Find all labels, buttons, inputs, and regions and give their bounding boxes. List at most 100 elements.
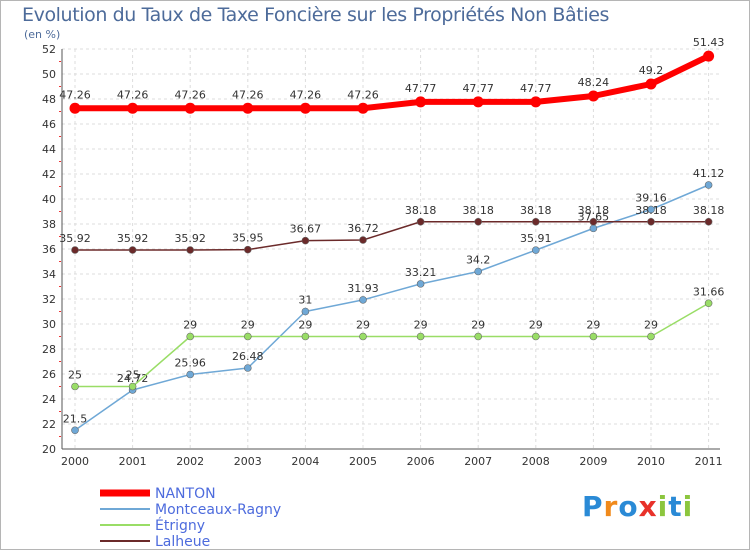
data-point: [704, 217, 713, 226]
data-point: [301, 307, 310, 316]
y-tick-label: 42: [42, 168, 56, 181]
grid: [62, 48, 720, 450]
series-line: [75, 221, 709, 251]
data-label: 36.72: [347, 222, 379, 235]
x-tick-label: 2002: [176, 455, 204, 468]
data-point: [587, 90, 599, 102]
data-label: 38.18: [405, 204, 437, 217]
legend-label: Lalheue: [155, 534, 210, 550]
data-point: [242, 102, 254, 114]
data-point: [531, 246, 540, 254]
data-point: [299, 102, 311, 114]
y-tick-label: 36: [42, 243, 56, 256]
data-point: [647, 217, 655, 226]
legend-label: NANTON: [155, 486, 216, 502]
data-label: 25.96: [174, 357, 206, 370]
data-label: 29: [356, 319, 370, 332]
data-point: [359, 332, 367, 341]
x-tick-label: 2007: [464, 455, 492, 468]
data-point: [474, 332, 483, 341]
y-tick-label: 32: [42, 293, 56, 306]
data-label: 25: [68, 369, 82, 382]
data-label: 25: [126, 369, 140, 382]
logo-letter: x: [638, 490, 658, 523]
data-point: [186, 370, 194, 379]
y-tick-label: 30: [42, 318, 56, 331]
data-label: 34.2: [466, 254, 491, 267]
logo-letter: i: [657, 490, 669, 523]
data-label: 29: [183, 319, 197, 332]
data-point: [416, 217, 425, 226]
series-line: [74, 184, 709, 431]
data-label: 31.66: [693, 285, 725, 298]
data-point: [647, 332, 655, 341]
data-label: 21.5: [63, 412, 88, 425]
legend-label: Montceaux-Ragny: [155, 502, 281, 518]
data-label: 47.77: [462, 82, 494, 95]
y-tick-label: 46: [42, 118, 56, 131]
data-point: [703, 50, 715, 62]
y-tick-label: 20: [42, 443, 56, 456]
data-point: [301, 332, 310, 341]
data-label: 48.24: [578, 76, 610, 89]
data-point: [186, 332, 194, 341]
y-tick-label: 38: [42, 218, 56, 231]
x-tick-label: 2003: [234, 455, 262, 468]
series-line: [75, 302, 709, 388]
x-tick-label: 2005: [349, 455, 377, 468]
y-tick-label: 44: [42, 143, 56, 156]
series-line: [75, 53, 710, 112]
x-tick-label: 2008: [522, 455, 550, 468]
y-tick-label: 26: [42, 368, 56, 381]
series-group: 21.5 24.72 25.96 26.48 31 31.93 33.21 34.2 35.91…: [59, 36, 725, 435]
data-label: 47.26: [174, 88, 206, 101]
data-label: 51.43: [693, 36, 725, 49]
data-point: [359, 296, 367, 304]
y-tick-label: 24: [42, 393, 56, 406]
data-point: [472, 96, 484, 108]
data-point: [127, 102, 139, 114]
data-label: 38.18: [462, 204, 494, 217]
data-point: [415, 96, 427, 108]
data-label: 47.26: [232, 88, 264, 101]
logo-letter: o: [618, 490, 639, 523]
x-tick-label: 2011: [695, 455, 723, 468]
data-label: 47.26: [59, 88, 91, 101]
data-point: [416, 280, 425, 288]
data-label: 47.77: [520, 82, 552, 95]
data-label: 26.48: [232, 350, 264, 363]
x-tick-label: 2006: [407, 455, 435, 468]
data-label: 33.21: [405, 266, 437, 279]
data-label: 41.12: [693, 167, 725, 180]
data-point: [244, 364, 252, 372]
x-tick-label: 2004: [291, 455, 319, 468]
y-axis-label: (en %): [24, 28, 61, 41]
data-label: 38.18: [693, 204, 725, 217]
data-point: [589, 224, 598, 233]
data-label: 47.26: [290, 88, 322, 101]
data-label: 29: [586, 319, 600, 332]
data-point: [647, 205, 655, 214]
y-tick-label: 22: [42, 418, 56, 431]
series--trigny: 25 25 29 29 29 29 29 29 29 29 29 31.66: [68, 285, 725, 391]
data-label: 47.26: [117, 88, 149, 101]
x-tick-label: 2000: [61, 455, 89, 468]
y-tick-label: 52: [42, 43, 56, 56]
logo-letter: i: [682, 490, 694, 523]
data-label: 35.92: [117, 232, 149, 245]
data-point: [416, 332, 425, 341]
data-label: 36.67: [290, 223, 322, 236]
data-label: 29: [471, 319, 485, 332]
data-label: 29: [298, 319, 312, 332]
data-label: 29: [644, 319, 658, 332]
data-point: [474, 217, 483, 226]
data-label: 49.2: [639, 64, 664, 77]
data-point: [301, 236, 310, 245]
series-lalheue: 35.92 35.92 35.92 35.95 36.67 36.72 38.18 38.18…: [59, 204, 724, 254]
proxiti-logo: Proxiti: [582, 490, 693, 523]
data-point: [128, 382, 137, 391]
data-point: [71, 426, 79, 435]
data-label: 29: [414, 319, 428, 332]
logo-letter: P: [582, 490, 604, 523]
